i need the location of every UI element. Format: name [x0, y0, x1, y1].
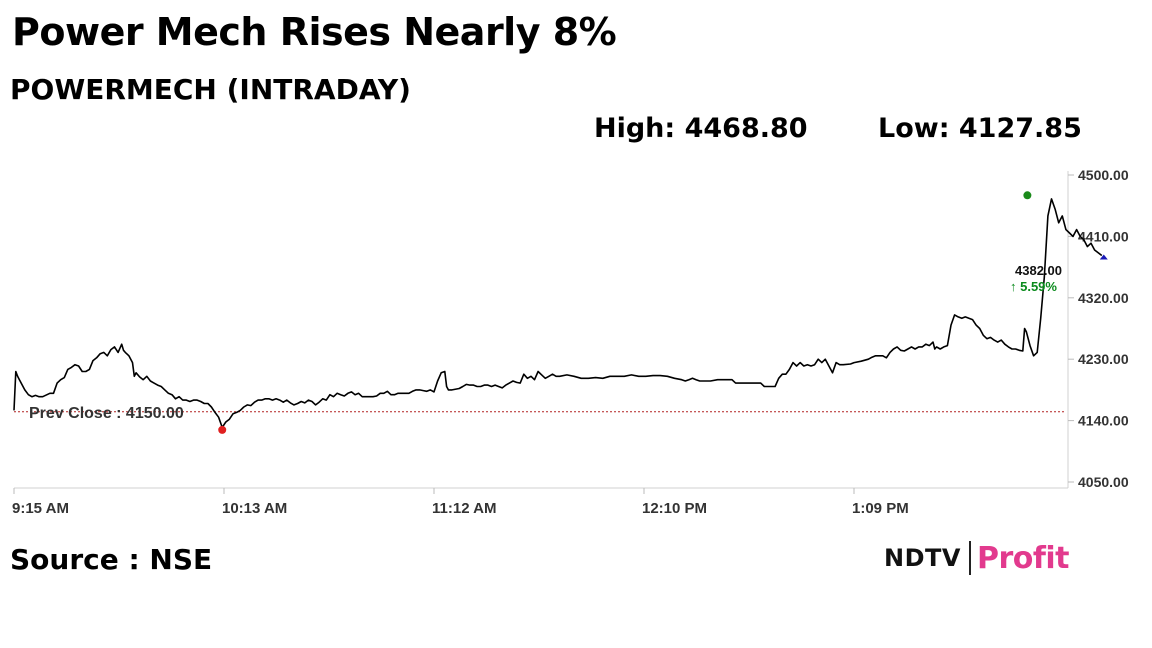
y-tick-label: 4500.00 — [1078, 167, 1129, 183]
y-tick-label: 4050.00 — [1078, 474, 1129, 490]
logo-ndtv-text: NDTV — [884, 544, 961, 572]
prev-close-label: Prev Close : 4150.00 — [29, 405, 184, 422]
y-tick-label: 4410.00 — [1078, 228, 1129, 244]
day-low-marker — [218, 425, 227, 434]
source-credit: Source : NSE — [10, 543, 213, 576]
x-tick-label: 12:10 PM — [642, 500, 707, 517]
price-line-series — [13, 198, 1103, 429]
page-title: Power Mech Rises Nearly 8% — [12, 10, 617, 54]
x-tick-label: 11:12 AM — [432, 500, 496, 517]
day-high-marker — [1023, 191, 1032, 200]
logo-profit-text: Profit — [976, 540, 1070, 576]
day-low-stat: Low: 4127.85 — [878, 113, 1082, 144]
intraday-price-chart: 4500.00 4410.00 4320.00 4230.00 4140.00 4050.… — [12, 167, 1129, 517]
y-tick-label: 4320.00 — [1078, 290, 1129, 306]
logo-divider — [968, 541, 971, 575]
x-tick-label: 9:15 AM — [12, 500, 69, 517]
last-price-marker — [1099, 254, 1108, 260]
change-percent-label: ↑ 5.59% — [1010, 279, 1057, 294]
chart-subtitle: POWERMECH (INTRADAY) — [10, 73, 411, 106]
last-price-label: 4382.00 — [1015, 263, 1062, 278]
y-tick-label: 4230.00 — [1078, 351, 1129, 367]
x-tick-label: 1:09 PM — [852, 500, 909, 517]
ndtv-profit-logo: NDTV Profit — [884, 538, 1070, 578]
y-tick-label: 4140.00 — [1078, 413, 1129, 429]
x-tick-label: 10:13 AM — [222, 500, 287, 517]
day-high-stat: High: 4468.80 — [594, 113, 808, 144]
